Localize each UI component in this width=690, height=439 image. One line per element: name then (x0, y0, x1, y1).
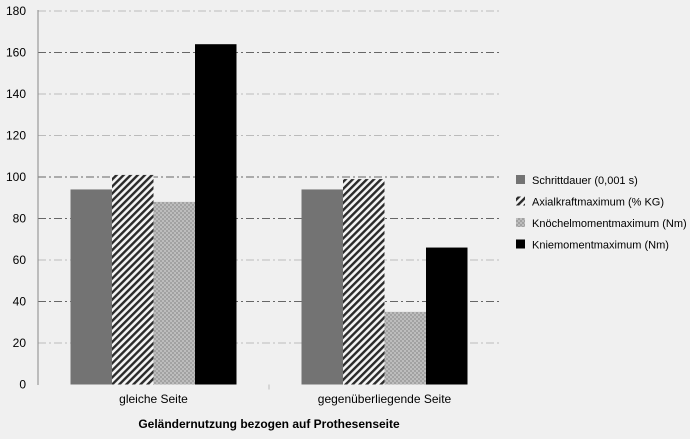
y-tick-label: 0 (19, 378, 26, 392)
y-tick-label: 160 (6, 46, 26, 60)
bar (112, 174, 154, 385)
bars (70, 44, 468, 385)
legend-swatch (516, 239, 525, 249)
y-tick-label: 140 (6, 87, 26, 101)
bar (384, 311, 426, 385)
bar (426, 247, 468, 385)
legend-swatch (516, 175, 525, 184)
x-axis-title: Geländernutzung bezogen auf Prothesensei… (138, 417, 400, 431)
bar (343, 179, 385, 385)
y-tick-label: 80 (13, 212, 27, 226)
legend-label: Axialkraftmaximum (% KG) (532, 197, 664, 209)
y-tick-label: 100 (6, 170, 26, 184)
y-tick-label: 40 (13, 295, 27, 309)
legend-swatch (516, 218, 525, 227)
legend-swatch (516, 196, 525, 206)
y-tick-label: 180 (6, 4, 26, 18)
bar (195, 44, 237, 385)
y-tick-label: 120 (6, 129, 26, 143)
x-axis-labels: gleiche Seite gegenüberliegende Seite (119, 384, 452, 406)
bar (153, 201, 195, 385)
bar (301, 189, 343, 385)
legend-label: Knöchelmomentmaximum (Nm) (532, 218, 687, 230)
y-tick-label: 60 (13, 253, 27, 267)
y-tick-label: 20 (13, 336, 27, 350)
legend: Schrittdauer (0,001 s) Axialkraftmaximum … (516, 175, 687, 252)
legend-label: Kniemomentmaximum (Nm) (532, 240, 669, 252)
legend-label: Schrittdauer (0,001 s) (532, 175, 638, 187)
x-tick-label: gegenüberliegende Seite (318, 392, 452, 406)
x-tick-label: gleiche Seite (119, 392, 188, 406)
bar (70, 189, 112, 385)
y-axis-ticks: 0 20 40 60 80 100 120 140 160 180 (6, 4, 26, 392)
